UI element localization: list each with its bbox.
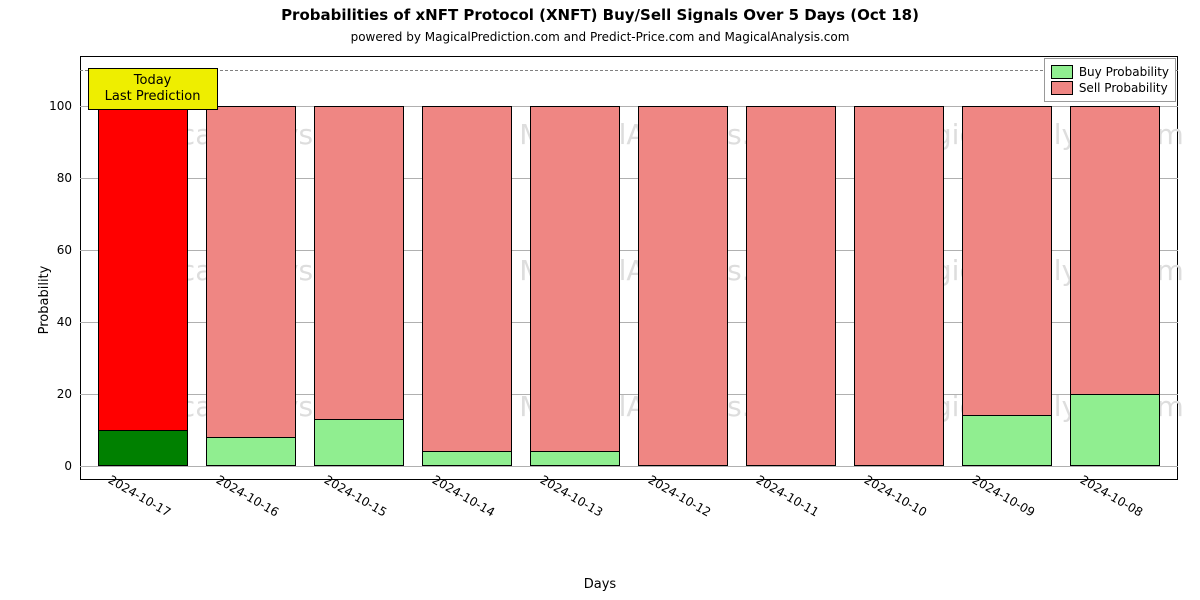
y-tick-label: 20 xyxy=(57,387,72,401)
sell-bar xyxy=(530,106,620,465)
legend-swatch-buy xyxy=(1051,65,1073,79)
sell-bar xyxy=(962,106,1052,465)
y-tick-label: 100 xyxy=(49,99,72,113)
sell-bar xyxy=(98,106,188,465)
x-tick-label: 2024-10-14 xyxy=(430,473,497,520)
x-tick-label: 2024-10-11 xyxy=(754,473,821,520)
buy-bar xyxy=(962,415,1052,465)
sell-bar xyxy=(746,106,836,465)
chart-title: Probabilities of xNFT Protocol (XNFT) Bu… xyxy=(0,6,1200,24)
plot-area: MagicalAnalysis.comMagicalAnalysis.comMa… xyxy=(80,56,1178,480)
y-tick-label: 0 xyxy=(64,459,72,473)
buy-bar xyxy=(98,430,188,466)
y-tick-label: 80 xyxy=(57,171,72,185)
sell-bar xyxy=(314,106,404,465)
buy-bar xyxy=(314,419,404,466)
buy-bar xyxy=(422,451,512,465)
legend-row-sell: Sell Probability xyxy=(1051,81,1169,95)
sell-bar xyxy=(206,106,296,465)
chart-container: Probabilities of xNFT Protocol (XNFT) Bu… xyxy=(0,0,1200,600)
y-tick-label: 40 xyxy=(57,315,72,329)
sell-bar xyxy=(854,106,944,465)
legend-row-buy: Buy Probability xyxy=(1051,65,1169,79)
today-annotation: TodayLast Prediction xyxy=(88,68,218,109)
x-tick-label: 2024-10-12 xyxy=(646,473,713,520)
today-line1: Today xyxy=(95,73,211,89)
x-tick-label: 2024-10-10 xyxy=(862,473,929,520)
x-axis-label: Days xyxy=(0,577,1200,592)
sell-bar xyxy=(422,106,512,465)
y-axis-label: Probability xyxy=(37,266,52,335)
x-tick-label: 2024-10-09 xyxy=(970,473,1037,520)
buy-bar xyxy=(206,437,296,466)
x-tick-label: 2024-10-08 xyxy=(1078,473,1145,520)
y-gridline xyxy=(80,466,1178,467)
legend-swatch-sell xyxy=(1051,81,1073,95)
x-tick-label: 2024-10-16 xyxy=(213,473,280,520)
legend-label-buy: Buy Probability xyxy=(1079,65,1169,79)
chart-subtitle: powered by MagicalPrediction.com and Pre… xyxy=(0,30,1200,44)
x-tick-label: 2024-10-15 xyxy=(322,473,389,520)
y-tick-label: 60 xyxy=(57,243,72,257)
sell-bar xyxy=(638,106,728,465)
today-line2: Last Prediction xyxy=(95,89,211,105)
x-tick-label: 2024-10-13 xyxy=(538,473,605,520)
buy-bar xyxy=(1070,394,1160,466)
legend-label-sell: Sell Probability xyxy=(1079,81,1168,95)
y-dashed-line xyxy=(80,70,1178,71)
x-tick-label: 2024-10-17 xyxy=(105,473,172,520)
legend: Buy Probability Sell Probability xyxy=(1044,58,1176,102)
buy-bar xyxy=(530,451,620,465)
